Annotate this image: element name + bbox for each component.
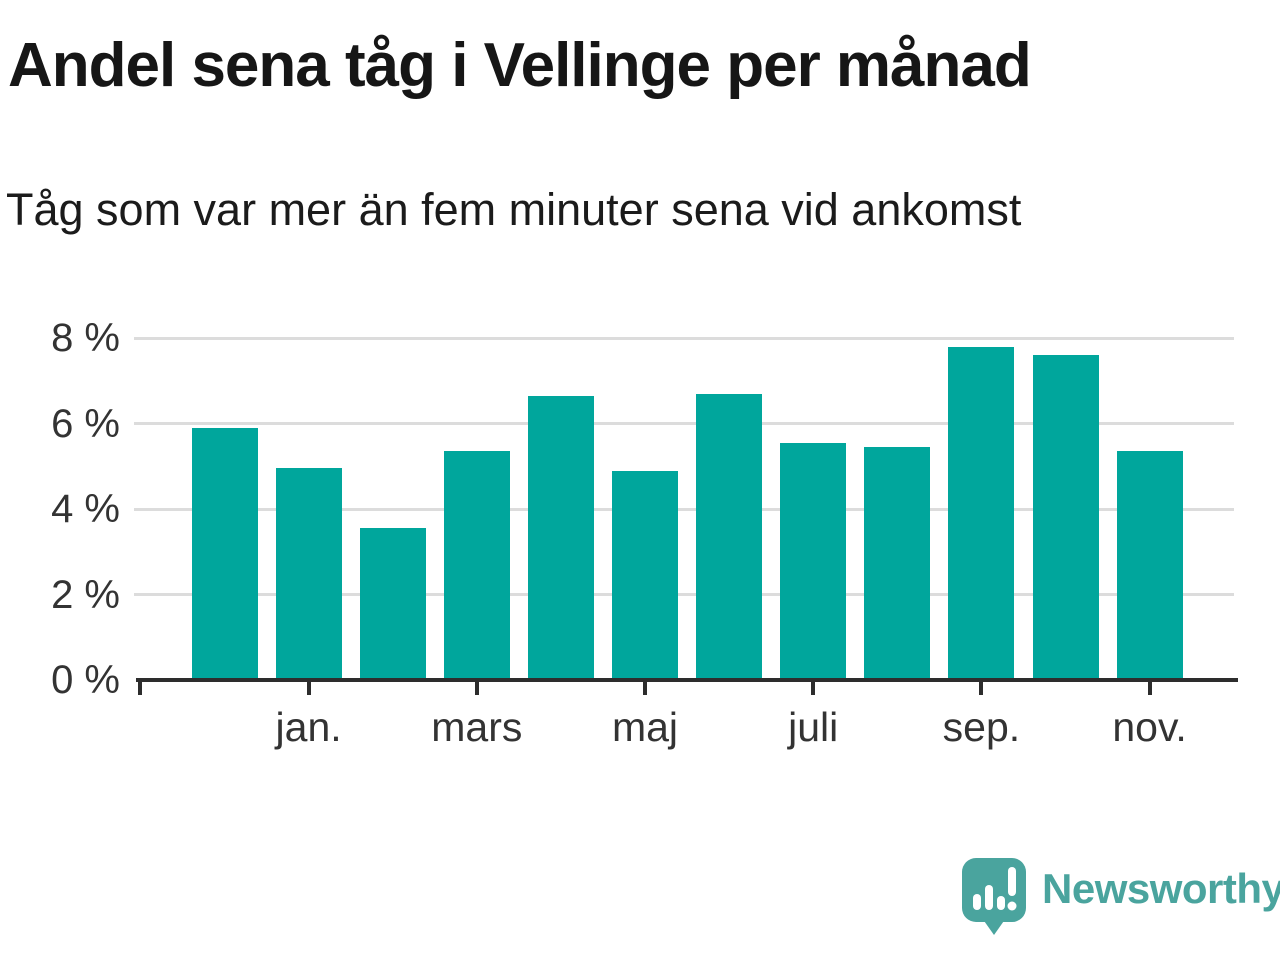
newsworthy-logo: Newsworthy xyxy=(961,857,1280,937)
chart-subtitle: Tåg som var mer än fem minuter sena vid … xyxy=(6,184,1022,235)
x-tick-label: sep. xyxy=(942,704,1021,750)
bar-10 xyxy=(948,346,1015,680)
bar-2 xyxy=(275,468,342,680)
x-tick-label: juli xyxy=(788,704,839,750)
y-tick-label: 8 % xyxy=(51,316,120,360)
y-tick-label: 6 % xyxy=(51,401,120,446)
bar-5 xyxy=(527,395,594,680)
x-tick-label: mars xyxy=(431,704,523,750)
bar-11 xyxy=(1032,355,1099,680)
bar-12 xyxy=(1116,451,1183,680)
axis-tick xyxy=(1147,678,1152,695)
y-tick-label: 2 % xyxy=(51,572,120,617)
bar-8 xyxy=(780,442,847,680)
gridline-6pct xyxy=(134,422,1234,425)
axis-tick xyxy=(306,678,311,695)
gridline-4pct xyxy=(134,507,1234,511)
bar-6 xyxy=(612,470,678,680)
x-axis-line xyxy=(136,678,1238,682)
newsworthy-logo-icon xyxy=(962,858,1026,935)
chart-title: Andel sena tåg i Vellinge per månad xyxy=(8,31,1032,100)
x-tick-label: maj xyxy=(611,704,679,750)
axis-tick xyxy=(643,678,647,695)
gridline-8pct xyxy=(134,336,1234,340)
y-tick-label: 4 % xyxy=(51,487,120,531)
x-tick-label: nov. xyxy=(1112,704,1187,750)
bar-1 xyxy=(191,427,258,680)
gridline-2pct xyxy=(134,593,1234,596)
axis-start-tick xyxy=(138,678,142,695)
axis-tick xyxy=(474,678,479,695)
y-tick-label: 0 % xyxy=(51,658,120,702)
bar-4 xyxy=(443,451,510,680)
axis-tick xyxy=(979,678,984,695)
bar-3 xyxy=(359,528,426,680)
x-tick-label: jan. xyxy=(275,704,342,750)
bar-9 xyxy=(864,447,931,680)
bar-7 xyxy=(696,393,763,680)
newsworthy-logo-text: Newsworthy xyxy=(1042,865,1280,912)
axis-tick xyxy=(811,678,816,695)
plot-area: 0 % 2 % 4 % 6 % 8 % jan. mars maj juli sep. nov. xyxy=(51,316,1238,767)
